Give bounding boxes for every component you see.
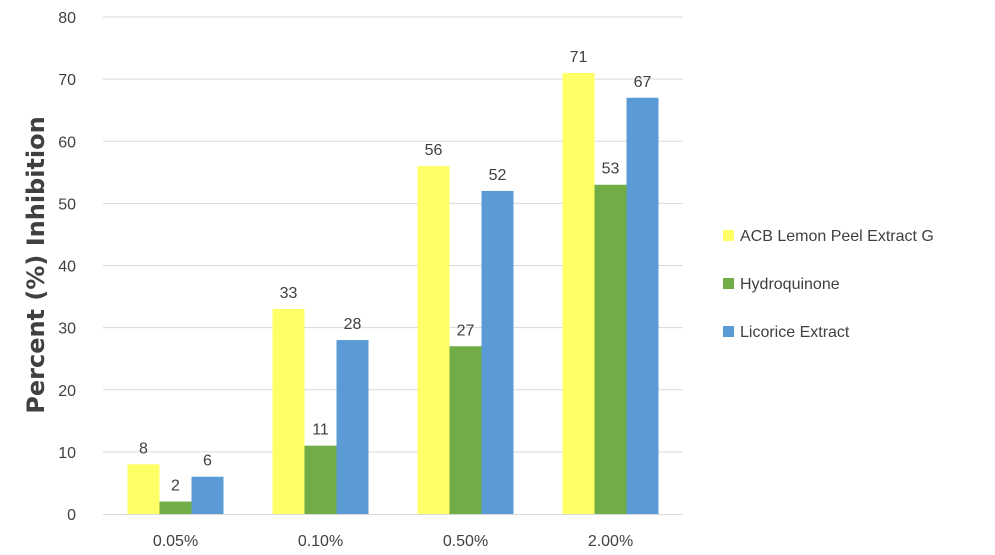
data-label: 2 — [171, 478, 180, 495]
data-label: 33 — [280, 285, 298, 302]
data-label: 6 — [203, 453, 212, 470]
y-tick-label: 0 — [67, 507, 76, 524]
data-label: 53 — [602, 161, 620, 178]
bar-acb-lemon-peel-extract-g-1 — [272, 308, 305, 514]
x-tick-label: 0.05% — [153, 533, 198, 550]
bar-hydroquinone-1 — [304, 445, 337, 514]
legend-label: Hydroquinone — [740, 276, 840, 293]
x-axis-tick-labels: 0.05% 0.10% 0.50% 2.00% — [153, 533, 633, 550]
y-tick-label: 80 — [58, 10, 76, 27]
x-tick-label: 0.50% — [443, 533, 488, 550]
data-label: 71 — [570, 49, 588, 66]
data-label: 52 — [489, 167, 507, 184]
data-label: 27 — [457, 322, 475, 339]
bar-hydroquinone-2 — [449, 346, 482, 514]
legend-label: Licorice Extract — [740, 324, 850, 341]
bar-licorice-extract-2 — [481, 190, 514, 514]
y-tick-label: 70 — [58, 72, 76, 89]
data-label: 28 — [344, 316, 362, 333]
y-tick-label: 60 — [58, 134, 76, 151]
legend-swatch — [723, 278, 734, 289]
legend-label: ACB Lemon Peel Extract G — [740, 228, 934, 245]
bar-hydroquinone-0 — [159, 501, 192, 514]
data-labels: 8 2 6 33 11 28 56 27 52 71 53 67 — [139, 49, 651, 495]
legend: ACB Lemon Peel Extract G Hydroquinone Lico… — [723, 228, 934, 341]
x-tick-label: 2.00% — [588, 533, 633, 550]
bar-acb-lemon-peel-extract-g-3 — [562, 72, 595, 514]
data-label: 67 — [634, 74, 652, 91]
y-tick-label: 10 — [58, 445, 76, 462]
bar-acb-lemon-peel-extract-g-2 — [417, 166, 450, 514]
legend-swatch — [723, 230, 734, 241]
bar-licorice-extract-3 — [626, 97, 659, 514]
y-axis-title: Percent (%) Inhibition — [22, 116, 50, 413]
bar-acb-lemon-peel-extract-g-0 — [127, 464, 160, 514]
data-label: 11 — [312, 422, 329, 439]
y-tick-label: 40 — [58, 259, 76, 276]
y-tick-label: 20 — [58, 383, 76, 400]
x-tick-label: 0.10% — [298, 533, 343, 550]
bar-licorice-extract-1 — [336, 340, 369, 514]
y-axis-tick-labels: 0 10 20 30 40 50 60 70 80 — [58, 10, 76, 524]
gridlines — [103, 16, 683, 453]
bar-hydroquinone-3 — [594, 184, 627, 515]
y-tick-label: 30 — [58, 321, 76, 338]
y-tick-label: 50 — [58, 196, 76, 213]
bars — [127, 72, 659, 515]
bar-licorice-extract-0 — [191, 476, 224, 514]
data-label: 8 — [139, 440, 148, 457]
data-label: 56 — [425, 142, 443, 159]
legend-swatch — [723, 326, 734, 337]
